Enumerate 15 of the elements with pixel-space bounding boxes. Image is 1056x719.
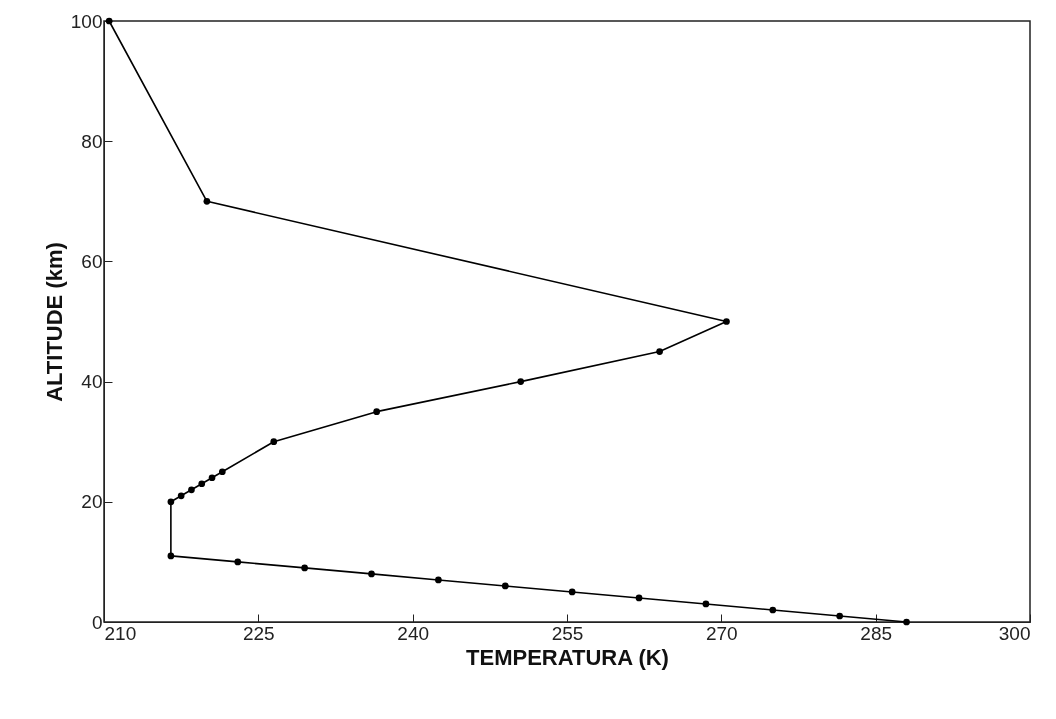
x-tick-label: 240 xyxy=(397,622,430,644)
y-tick-label: 100 xyxy=(70,10,103,32)
x-tick-label: 300 xyxy=(998,622,1031,644)
x-tick-label: 285 xyxy=(860,622,893,644)
y-axis-title: ALTITUDE (km) xyxy=(41,242,67,402)
y-tick-label: 40 xyxy=(81,371,103,393)
x-tick-label: 210 xyxy=(104,622,137,644)
x-axis-title: TEMPERATURA (K) xyxy=(466,644,669,670)
x-tick-label: 225 xyxy=(242,622,275,644)
y-tick-label: 0 xyxy=(91,611,103,633)
y-tick-label: 80 xyxy=(81,130,103,152)
y-tick-label: 60 xyxy=(81,250,103,272)
x-tick-label: 270 xyxy=(705,622,738,644)
y-tick-label: 20 xyxy=(81,491,103,513)
x-tick-label: 255 xyxy=(551,622,584,644)
